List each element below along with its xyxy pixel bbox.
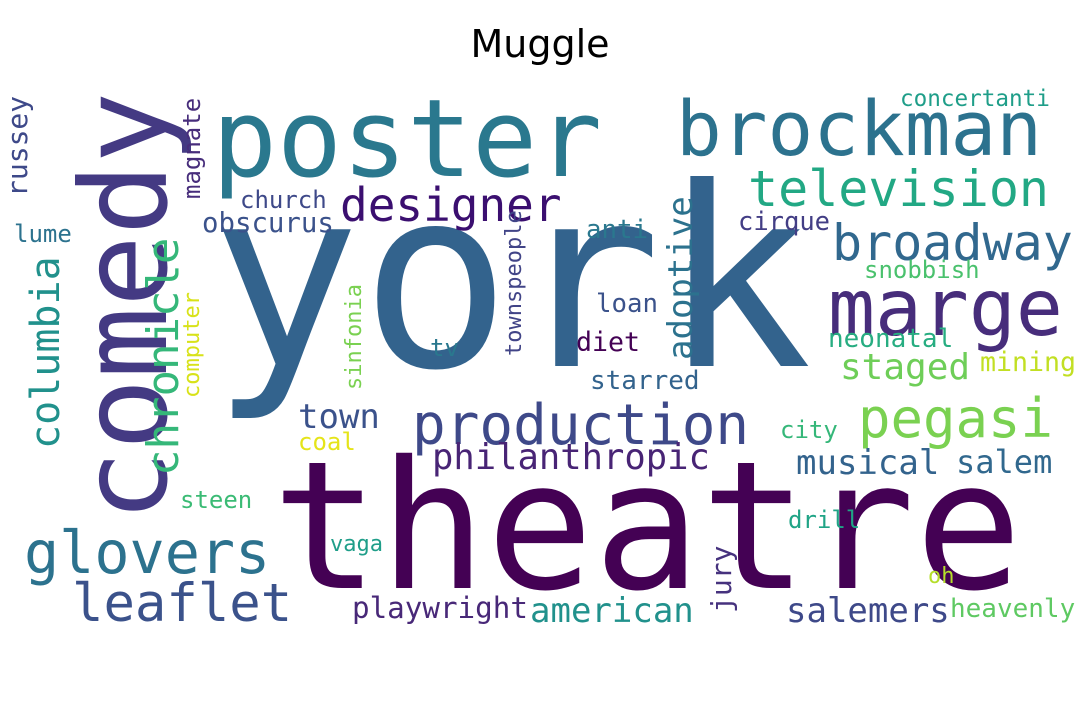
word-designer: designer [340,178,562,232]
word-staged: staged [840,347,971,388]
word-city: city [780,416,838,444]
word-salemers: salemers [786,591,950,631]
word-american: american [530,591,694,631]
word-theatre: theatre [272,423,1023,630]
word-loan: loan [596,289,658,319]
word-drill: drill [788,506,861,534]
word-town: town [298,397,380,437]
word-broadway: broadway [832,214,1073,272]
word-marge: marge [828,264,1063,354]
word-oh: oh [928,564,955,589]
word-townspeople: townspeople [502,210,527,356]
word-production: production [412,393,750,458]
word-tv: tv [430,334,459,362]
word-church: church [240,186,327,214]
word-poster: poster [212,77,603,202]
word-snobbish: snobbish [864,256,980,284]
word-leaflet: leaflet [72,574,293,634]
word-anti: anti [586,215,648,245]
word-glovers: glovers [24,519,271,587]
word-salem: salem [956,443,1053,481]
word-pegasi: pegasi [858,387,1054,450]
word-cirque: cirque [738,207,831,237]
word-diet: diet [576,327,640,358]
word-vaga: vaga [330,532,383,557]
word-sinfonia: sinfonia [342,284,367,390]
word-concertanti: concertanti [900,86,1050,112]
word-musical: musical [796,443,940,483]
word-heavenly: heavenly [950,594,1076,624]
word-television: television [748,160,1050,218]
chart-title: Muggle [470,22,610,66]
word-york: york [210,134,813,425]
word-russey: russey [1,95,34,197]
word-neonatal: neonatal [828,324,954,354]
word-brockman: brockman [676,84,1043,173]
word-computer: computer [180,292,205,398]
word-jury: jury [705,545,738,613]
word-mining: mining [980,347,1077,378]
word-magnate: magnate [178,97,206,199]
word-obscurus: obscurus [202,208,334,239]
word-starred: starred [590,366,700,396]
word-coal: coal [298,428,356,456]
word-playwright: playwright [352,591,528,625]
word-steen: steen [180,486,253,514]
word-philanthropic: philanthropic [432,437,710,478]
word-lume: lume [14,220,72,248]
word-columbia: columbia [23,256,69,449]
word-adoptive: adoptive [661,196,701,360]
